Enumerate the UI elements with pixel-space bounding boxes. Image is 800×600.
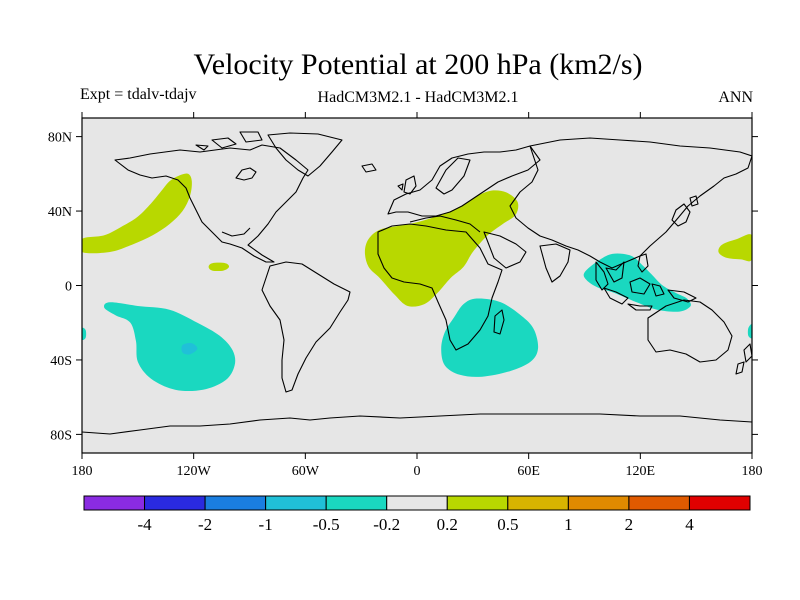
colorbar-label: -4 xyxy=(137,515,152,534)
coastline-antarctica xyxy=(82,413,752,435)
coastline-british-isles xyxy=(397,175,417,195)
colorbar-swatch xyxy=(628,495,690,511)
colorbar-swatch xyxy=(144,495,206,511)
region-africa-eurasia-positive xyxy=(364,190,519,307)
colorbar-label: -0.5 xyxy=(313,515,340,534)
region-north-pacific-positive xyxy=(82,173,192,254)
colorbar: -4 -2 -1 -0.5 -0.2 0.2 0.5 1 2 4 xyxy=(83,495,751,534)
colorbar-label: 0.2 xyxy=(437,515,458,534)
x-tick-label: 180 xyxy=(72,464,93,479)
colorbar-swatch xyxy=(446,495,509,511)
region-southeast-pacific-negative-core xyxy=(181,343,198,355)
coastline-gulf-of-mexico xyxy=(221,227,251,237)
coastline-europe xyxy=(387,145,541,217)
coastline-philippines xyxy=(637,253,649,273)
x-tick-label: 0 xyxy=(414,464,421,479)
colorbar-swatch xyxy=(83,495,146,511)
coastline-south-america xyxy=(261,261,351,393)
coastline-indonesia xyxy=(603,277,697,311)
colorbar-label: 0.5 xyxy=(497,515,518,534)
region-east-edge-negative xyxy=(747,324,752,339)
region-dateline-positive xyxy=(718,234,752,262)
y-tick-label: 0 xyxy=(65,280,72,295)
season-label: ANN xyxy=(718,89,753,106)
map-axes: 180 120W 60W 0 60E 120E 180 80N 40N 0 40S 80S xyxy=(48,112,763,479)
colorbar-swatch xyxy=(265,495,327,511)
x-tick-label: 60W xyxy=(292,464,320,479)
coastline-mediterranean xyxy=(409,215,481,233)
colorbar-swatch xyxy=(386,495,448,511)
coastline-australia xyxy=(647,299,733,363)
region-north-pacific-positive-small xyxy=(208,262,230,272)
colorbar-label: 4 xyxy=(685,515,694,534)
region-southeast-pacific-negative xyxy=(103,302,236,392)
x-tick-label: 60E xyxy=(517,464,540,479)
coastline-hudson-bay xyxy=(235,167,257,181)
coastline-north-america xyxy=(114,144,309,263)
colorbar-swatch xyxy=(204,495,267,511)
chart-title: Velocity Potential at 200 hPa (km2/s) xyxy=(193,48,642,81)
coastline-southeast-asia xyxy=(595,261,625,291)
colorbar-label: -2 xyxy=(198,515,212,534)
region-west-edge-negative xyxy=(82,327,87,341)
coastline-asia xyxy=(509,137,752,269)
colorbar-label: -1 xyxy=(259,515,273,534)
x-tick-label: 120W xyxy=(177,464,212,479)
coastline-scandinavia xyxy=(435,157,471,195)
x-tick-label: 120E xyxy=(626,464,656,479)
colorbar-swatch xyxy=(688,495,751,511)
coastline-japan xyxy=(671,195,699,227)
colorbar-swatch xyxy=(567,495,630,511)
experiment-label: Expt = tdalv-tdajv xyxy=(80,86,197,103)
x-tick-label: 180 xyxy=(742,464,763,479)
coastline-africa xyxy=(377,223,503,351)
coastlines xyxy=(82,131,752,435)
colorbar-label: -0.2 xyxy=(373,515,400,534)
y-tick-label: 40N xyxy=(48,205,72,220)
y-tick-label: 80S xyxy=(50,428,72,443)
model-comparison-label: HadCM3M2.1 - HadCM3M2.1 xyxy=(318,89,519,106)
region-maritime-continent-negative xyxy=(583,253,691,312)
coastline-arctic-islands xyxy=(195,131,263,151)
colorbar-label: 1 xyxy=(564,515,573,534)
region-south-africa-indian-negative xyxy=(441,298,539,377)
coastline-india xyxy=(539,243,571,283)
coastline-arabia xyxy=(483,231,527,269)
contour-regions xyxy=(82,173,752,392)
coastline-greenland xyxy=(267,132,343,177)
colorbar-label: 2 xyxy=(625,515,634,534)
colorbar-swatch xyxy=(325,495,388,511)
coastline-iceland xyxy=(361,163,377,173)
coastline-new-zealand xyxy=(735,343,752,375)
y-tick-label: 80N xyxy=(48,131,72,146)
y-tick-label: 40S xyxy=(50,354,72,369)
coastline-madagascar xyxy=(493,309,505,335)
colorbar-swatch xyxy=(507,495,569,511)
